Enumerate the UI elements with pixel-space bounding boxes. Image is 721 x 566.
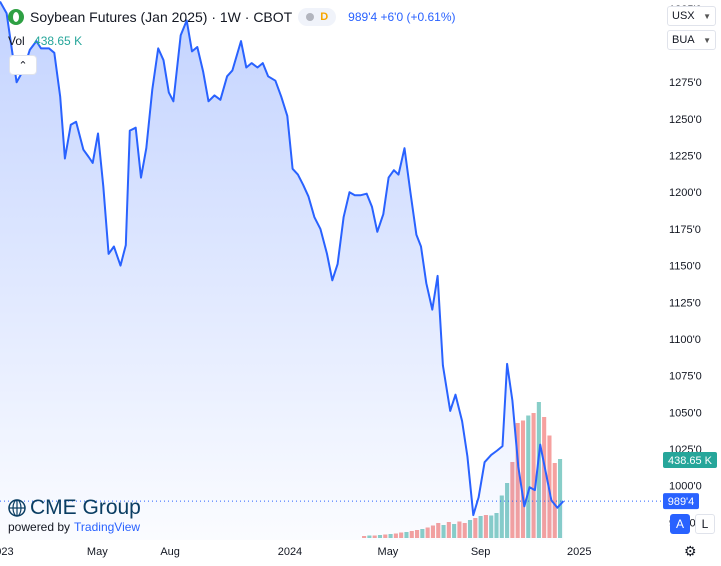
chart-title[interactable]: Soybean Futures (Jan 2025) · 1W · CBOT bbox=[30, 9, 293, 25]
x-tick-label: May bbox=[378, 546, 399, 558]
collapse-legend-button[interactable]: ⌃ bbox=[9, 55, 37, 75]
volume-legend: Vol 438.65 K bbox=[8, 34, 82, 48]
x-tick-label: 2023 bbox=[0, 546, 14, 558]
volume-bar bbox=[526, 415, 531, 538]
unit-select[interactable]: BUA ▼ bbox=[667, 30, 716, 50]
chart-header: Soybean Futures (Jan 2025) · 1W · CBOT D… bbox=[8, 8, 456, 26]
price-area bbox=[0, 1, 564, 540]
y-tick-label: 1150'0 bbox=[669, 261, 701, 273]
log-scale-button[interactable]: L bbox=[695, 514, 715, 534]
y-tick-label: 1125'0 bbox=[669, 297, 701, 309]
price-line bbox=[0, 1, 565, 517]
volume-label: Vol bbox=[8, 34, 25, 48]
volume-bar bbox=[520, 420, 526, 538]
y-tick-label: 1000'0 bbox=[669, 481, 702, 493]
cme-group-logo: CME Group bbox=[8, 496, 141, 520]
price-badge-label: 989'4 bbox=[668, 496, 695, 508]
x-tick-label: Aug bbox=[160, 546, 180, 558]
y-tick-label: 1175'0 bbox=[669, 224, 701, 236]
volume-bar bbox=[531, 413, 536, 538]
currency-value: USX bbox=[672, 10, 695, 22]
volume-badge-label: 438.65 K bbox=[668, 455, 713, 467]
chevron-down-icon: ▼ bbox=[703, 11, 711, 21]
status-dot-icon bbox=[306, 13, 315, 21]
currency-select[interactable]: USX ▼ bbox=[667, 6, 716, 26]
powered-by-label: powered by bbox=[8, 520, 71, 534]
x-tick-label: 2025 bbox=[567, 546, 591, 558]
y-tick-label: 1275'0 bbox=[669, 77, 702, 89]
y-tick-label: 1250'0 bbox=[669, 114, 702, 126]
price-badge bbox=[663, 493, 699, 510]
y-tick-label: 1225'0 bbox=[669, 151, 702, 163]
unit-value: BUA bbox=[672, 34, 695, 46]
tradingview-link[interactable]: TradingView bbox=[74, 520, 141, 534]
y-tick-label: 1050'0 bbox=[669, 407, 702, 419]
chevron-up-icon: ⌃ bbox=[18, 59, 28, 72]
volume-bar bbox=[552, 463, 557, 538]
indicator-letter: D bbox=[320, 11, 329, 23]
volume-value: 438.65 K bbox=[34, 34, 83, 48]
volume-bar bbox=[557, 459, 563, 538]
x-tick-label: May bbox=[87, 546, 108, 558]
x-tick-label: Sep bbox=[471, 546, 491, 558]
cme-group-text: CME Group bbox=[30, 496, 141, 519]
soybean-logo-icon bbox=[8, 9, 24, 25]
powered-by: powered by TradingView bbox=[8, 520, 140, 534]
y-tick-label: 1075'0 bbox=[669, 371, 702, 383]
y-tick-label: 1100'0 bbox=[669, 334, 701, 346]
x-tick-label: 2024 bbox=[278, 546, 302, 558]
cme-globe-icon bbox=[8, 499, 26, 517]
indicator-pill[interactable]: D bbox=[298, 8, 337, 26]
price-change: 989'4 +6'0 (+0.61%) bbox=[348, 10, 456, 24]
settings-gear-icon[interactable]: ⚙ bbox=[684, 543, 697, 559]
auto-scale-button[interactable]: A bbox=[670, 514, 690, 534]
volume-badge bbox=[663, 452, 717, 468]
y-tick-label: 1200'0 bbox=[669, 187, 702, 199]
chevron-down-icon: ▼ bbox=[703, 35, 711, 45]
